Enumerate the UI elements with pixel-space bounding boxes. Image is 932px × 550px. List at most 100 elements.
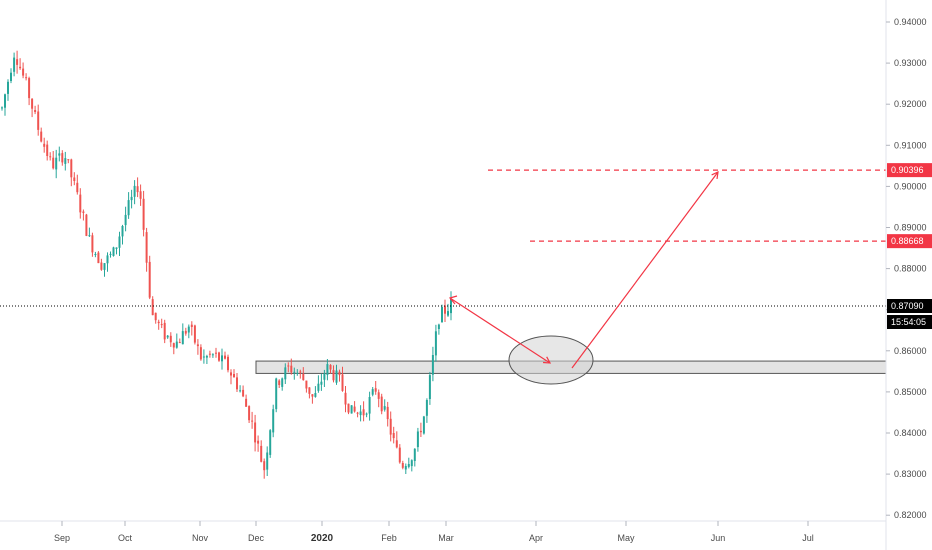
candle-body [82, 211, 85, 213]
candle-body [347, 403, 350, 413]
candle-body [43, 143, 46, 147]
candle-body [112, 247, 115, 256]
candle-body [136, 186, 139, 193]
plot-area [0, 50, 887, 479]
retest-ellipse [508, 335, 594, 385]
candle-body [221, 355, 223, 362]
candle-body [320, 381, 323, 385]
candle-body [269, 430, 272, 455]
candle-body [344, 392, 347, 405]
candle-body [284, 367, 287, 380]
candle-body [441, 307, 443, 323]
candle-body [395, 440, 398, 448]
candle-body [404, 466, 407, 470]
candle-body [1, 107, 3, 109]
candle-body [40, 131, 43, 142]
candle-body [398, 447, 401, 463]
candle-body [73, 177, 76, 181]
candle-body [242, 389, 245, 397]
candle-body [326, 364, 329, 375]
candle-body [410, 460, 413, 467]
candle-body [154, 312, 157, 321]
candle-body [444, 305, 446, 314]
candle-body [16, 59, 19, 65]
y-tick-label: 0.91000 [894, 140, 927, 150]
candle-body [106, 255, 109, 264]
y-tick-label: 0.88000 [894, 264, 927, 274]
candle-body [428, 375, 431, 399]
x-tick-label: Sep [54, 533, 70, 543]
projection-arrows [448, 170, 719, 369]
candle-body [386, 406, 389, 420]
candle-body [70, 159, 73, 178]
arrow-start-head [448, 295, 458, 305]
candle-body [338, 371, 341, 376]
y-tick-label: 0.86000 [894, 346, 927, 356]
arrow-up-to-target-head [711, 170, 719, 180]
candle-body [350, 405, 353, 414]
candle-body [332, 370, 335, 381]
candle-body [211, 354, 214, 356]
candle-body [308, 387, 311, 394]
y-tick-label: 0.83000 [894, 469, 927, 479]
candle-body [224, 355, 226, 359]
candle-body [169, 335, 172, 343]
candle-body [413, 448, 416, 461]
current-price-label: 0.87090 [891, 301, 924, 311]
candle-body [10, 72, 12, 81]
candle-body [422, 416, 425, 434]
candle-body [34, 110, 37, 112]
candle-body [392, 433, 395, 439]
candle-body [425, 400, 428, 416]
target-price-label-upper: 0.90396 [891, 165, 924, 175]
candle-body [266, 452, 269, 470]
candle-body [13, 57, 16, 72]
candle-body [37, 111, 40, 130]
candle-body [368, 397, 371, 414]
x-tick-label: Apr [529, 533, 543, 543]
candle-body [133, 185, 136, 197]
arrow-down-to-zone [449, 297, 551, 364]
candle-body [230, 372, 232, 376]
candle-body [127, 200, 130, 216]
candle-body [380, 396, 383, 412]
current-price-tag [887, 299, 932, 314]
candle-body [299, 371, 302, 373]
candle-body [52, 157, 55, 169]
candle-body [184, 330, 187, 334]
candle-body [148, 261, 151, 298]
x-tick-label: Nov [192, 533, 209, 543]
candle-body [329, 364, 332, 370]
target-price-label-lower: 0.88668 [891, 236, 924, 246]
candles-series [1, 50, 452, 479]
candle-body [296, 372, 299, 374]
candle-body [160, 324, 163, 326]
candle-body [233, 374, 235, 378]
candle-body [79, 194, 82, 213]
candle-body [88, 235, 91, 237]
candle-body [121, 226, 124, 237]
candle-body [166, 335, 169, 338]
candle-body [202, 356, 205, 358]
candle-body [218, 352, 220, 361]
candle-body [142, 198, 145, 230]
candle-body [151, 299, 154, 316]
y-tick-label: 0.93000 [894, 58, 927, 68]
candle-body [139, 191, 142, 199]
candle-body [91, 235, 94, 253]
candle-body [353, 406, 356, 412]
candle-body [172, 343, 175, 348]
x-tick-label: Oct [118, 533, 133, 543]
arrow-down-to-zone-head [542, 356, 552, 364]
candle-body [61, 153, 64, 163]
y-tick-label: 0.84000 [894, 428, 927, 438]
candle-body [49, 156, 52, 158]
y-tick-label: 0.94000 [894, 17, 927, 27]
candle-body [431, 355, 434, 375]
y-tick-label: 0.89000 [894, 223, 927, 233]
y-tick-label: 0.85000 [894, 387, 927, 397]
candle-body [103, 263, 106, 270]
candle-body [416, 431, 419, 448]
candle-body [94, 254, 97, 255]
